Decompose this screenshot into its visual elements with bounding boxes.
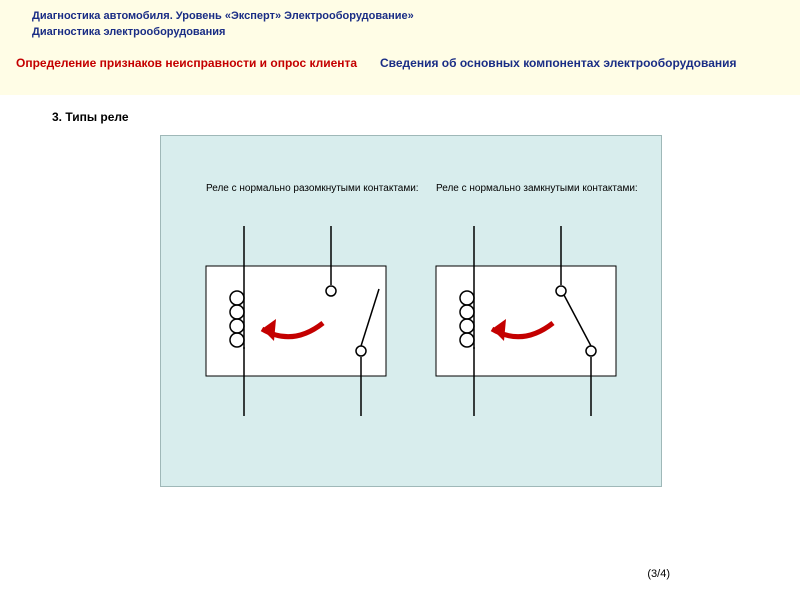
svg-text:Реле с нормально разомкнутыми: Реле с нормально разомкнутыми контактами… bbox=[206, 183, 419, 194]
svg-text:Реле с нормально замкнутыми ко: Реле с нормально замкнутыми контактами: bbox=[436, 183, 638, 194]
relay-diagram-panel: Реле с нормально разомкнутыми контактами… bbox=[160, 135, 662, 487]
subtitle-red: Определение признаков неисправности и оп… bbox=[16, 56, 436, 70]
header-line-1: Диагностика автомобиля. Уровень «Эксперт… bbox=[32, 10, 632, 22]
section-title: 3. Типы реле bbox=[52, 110, 129, 124]
relay-diagram-svg: Реле с нормально разомкнутыми контактами… bbox=[161, 136, 661, 486]
subtitle-blue: Сведения об основных компонентах электро… bbox=[380, 56, 780, 70]
page-number: (3/4) bbox=[647, 568, 670, 580]
page-root: Диагностика автомобиля. Уровень «Эксперт… bbox=[0, 0, 800, 600]
header-line-2: Диагностика электрооборудования bbox=[32, 26, 632, 38]
